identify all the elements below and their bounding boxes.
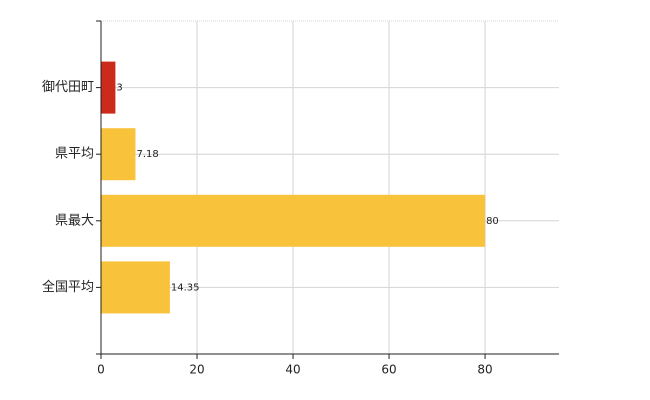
y-tick-label: 県最大 [55,213,94,228]
bar [101,61,116,114]
x-tick-label: 40 [285,363,300,377]
data-label: 7.18 [136,149,158,160]
data-label: 3 [116,83,122,94]
data-label: 80 [486,216,499,227]
bar [101,128,136,181]
y-tick-label: 県平均 [55,147,94,162]
data-label: 14.35 [171,282,200,293]
y-tick-label: 全国平均 [42,279,94,295]
y-tick-label: 御代田町 [42,80,94,95]
bar [101,194,486,247]
x-tick-label: 20 [189,363,204,377]
x-tick-label: 60 [381,363,396,377]
bar [101,261,170,314]
x-tick-label: 0 [97,363,105,377]
x-tick-label: 80 [477,363,492,377]
